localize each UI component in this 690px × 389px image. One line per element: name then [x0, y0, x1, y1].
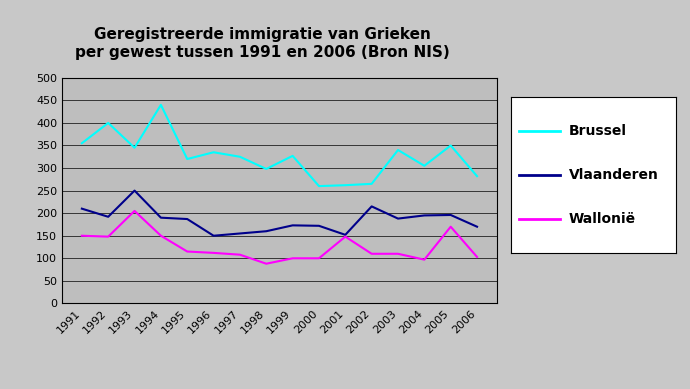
Brussel [157, 103, 165, 107]
Vlaanderen [157, 216, 165, 220]
Wallonië [368, 251, 376, 256]
Vlaanderen [288, 223, 297, 228]
Vlaanderen [341, 233, 349, 237]
Vlaanderen [78, 206, 86, 211]
Text: Brussel: Brussel [569, 124, 627, 138]
Wallonië [288, 256, 297, 261]
Brussel [183, 157, 191, 161]
Brussel [341, 183, 349, 187]
Brussel [315, 184, 323, 188]
Vlaanderen [236, 231, 244, 236]
Line: Brussel: Brussel [82, 105, 477, 186]
Vlaanderen [368, 204, 376, 209]
Brussel [288, 154, 297, 158]
Vlaanderen [394, 216, 402, 221]
Wallonië [420, 257, 428, 262]
Wallonië [210, 251, 218, 255]
Vlaanderen [473, 224, 481, 229]
Vlaanderen [130, 188, 139, 193]
Brussel [368, 182, 376, 186]
Vlaanderen [210, 233, 218, 238]
Brussel [394, 148, 402, 152]
Vlaanderen [183, 217, 191, 221]
Line: Wallonië: Wallonië [82, 211, 477, 264]
Wallonië [473, 255, 481, 259]
Vlaanderen [420, 213, 428, 218]
Vlaanderen [262, 229, 270, 233]
Wallonië [315, 256, 323, 261]
Brussel [473, 174, 481, 179]
Text: Wallonië: Wallonië [569, 212, 635, 226]
Wallonië [446, 224, 455, 229]
Vlaanderen [315, 223, 323, 228]
Wallonië [236, 252, 244, 257]
Wallonië [341, 234, 349, 239]
Brussel [420, 163, 428, 168]
Brussel [446, 143, 455, 148]
Line: Vlaanderen: Vlaanderen [82, 191, 477, 236]
Wallonië [130, 209, 139, 213]
Wallonië [183, 249, 191, 254]
Wallonië [104, 234, 112, 239]
Wallonië [262, 261, 270, 266]
Brussel [78, 141, 86, 145]
Text: Vlaanderen: Vlaanderen [569, 168, 658, 182]
Wallonië [157, 233, 165, 238]
Wallonië [394, 251, 402, 256]
Brussel [104, 121, 112, 125]
Brussel [262, 166, 270, 171]
Brussel [210, 150, 218, 154]
Vlaanderen [446, 213, 455, 217]
Wallonië [78, 233, 86, 238]
Brussel [130, 145, 139, 150]
Vlaanderen [104, 214, 112, 219]
Text: Geregistreerde immigratie van Grieken
per gewest tussen 1991 en 2006 (Bron NIS): Geregistreerde immigratie van Grieken pe… [75, 27, 450, 60]
Brussel [236, 154, 244, 159]
